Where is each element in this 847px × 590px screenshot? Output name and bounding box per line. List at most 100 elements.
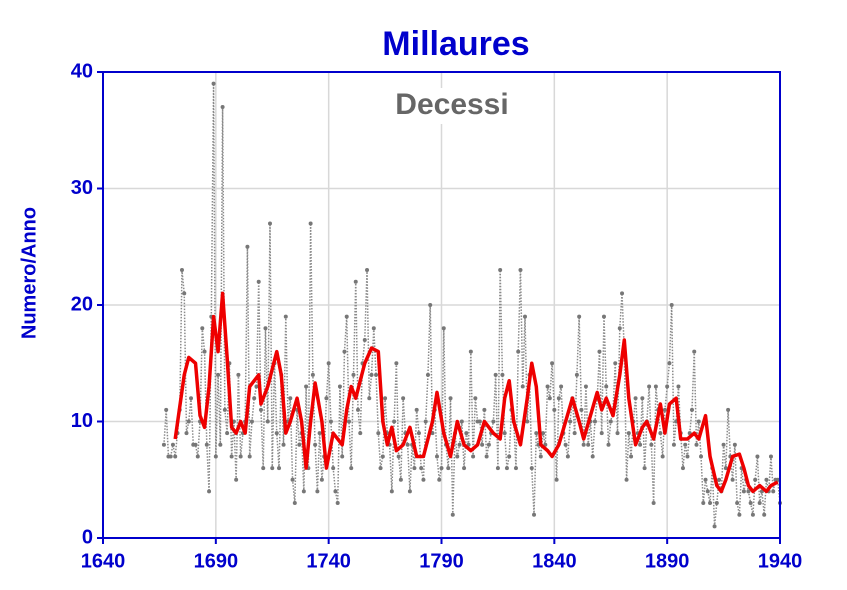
data-point — [362, 337, 367, 342]
data-point — [457, 442, 462, 447]
data-point — [667, 361, 672, 366]
data-point — [608, 419, 613, 424]
data-point — [277, 466, 282, 471]
data-point — [513, 466, 518, 471]
data-point — [274, 431, 279, 436]
data-point — [642, 466, 647, 471]
data-point — [301, 489, 306, 494]
data-point — [281, 442, 286, 447]
data-point — [486, 442, 491, 447]
data-point — [665, 384, 670, 389]
data-point — [416, 431, 421, 436]
data-point — [389, 489, 394, 494]
data-point — [405, 442, 410, 447]
data-point — [394, 361, 399, 366]
chart-title: Millaures — [382, 25, 529, 63]
data-point — [701, 501, 706, 506]
data-point — [292, 501, 297, 506]
data-point — [500, 372, 505, 377]
data-point — [401, 396, 406, 401]
data-point — [703, 477, 708, 482]
data-point — [534, 431, 539, 436]
data-point — [204, 442, 209, 447]
data-point — [328, 419, 333, 424]
annotation: Decessi — [395, 88, 508, 121]
data-point — [477, 419, 482, 424]
data-point — [741, 489, 746, 494]
data-point — [258, 407, 263, 412]
data-point — [721, 442, 726, 447]
data-point — [202, 349, 207, 354]
data-point — [753, 477, 758, 482]
data-point — [723, 466, 728, 471]
data-point — [319, 477, 324, 482]
data-point — [647, 384, 652, 389]
data-point — [263, 326, 268, 331]
data-point — [516, 349, 521, 354]
data-point — [446, 466, 451, 471]
data-point — [324, 396, 329, 401]
data-point — [326, 361, 331, 366]
data-point — [351, 372, 356, 377]
x-tick-label: 1640 — [81, 550, 126, 572]
data-point — [617, 326, 622, 331]
data-point — [735, 501, 740, 506]
y-axis-label: Numero/Anno — [18, 207, 40, 339]
y-tick-label: 40 — [71, 60, 93, 82]
data-point — [179, 268, 184, 273]
data-point — [247, 454, 252, 459]
data-point — [615, 431, 620, 436]
data-point — [714, 501, 719, 506]
x-tick-label: 1940 — [758, 550, 803, 572]
data-point — [541, 431, 546, 436]
data-point — [491, 419, 496, 424]
data-point — [507, 454, 512, 459]
data-point — [261, 466, 266, 471]
data-point — [581, 442, 586, 447]
data-point — [220, 104, 225, 109]
data-point — [349, 466, 354, 471]
data-point — [222, 407, 227, 412]
data-point — [423, 419, 428, 424]
data-point — [597, 349, 602, 354]
data-point — [552, 407, 557, 412]
data-point — [613, 361, 618, 366]
data-point — [529, 466, 534, 471]
data-point — [464, 431, 469, 436]
data-point — [353, 279, 358, 284]
data-point — [669, 303, 674, 307]
data-point — [313, 442, 318, 447]
data-point — [245, 244, 250, 249]
data-point — [186, 419, 191, 424]
data-point — [764, 477, 769, 482]
data-point — [173, 454, 178, 459]
data-point — [480, 442, 485, 447]
data-point — [161, 442, 166, 447]
data-point — [699, 454, 704, 459]
data-point — [604, 384, 609, 389]
data-point — [468, 349, 473, 354]
data-point — [683, 442, 688, 447]
y-tick-label: 10 — [71, 410, 93, 432]
data-point — [525, 419, 530, 424]
data-point — [550, 361, 555, 366]
data-point — [504, 466, 509, 471]
annotation-bg — [380, 88, 524, 124]
data-point — [290, 477, 295, 482]
data-point — [238, 454, 243, 459]
data-point — [620, 291, 625, 296]
data-point — [762, 512, 767, 517]
data-point — [437, 477, 442, 482]
data-point — [234, 477, 239, 482]
data-point — [696, 419, 701, 424]
plot-frame — [102, 71, 781, 539]
data-point — [333, 489, 338, 494]
data-point — [502, 431, 507, 436]
data-point — [421, 477, 426, 482]
data-point — [658, 431, 663, 436]
data-point — [583, 384, 588, 389]
data-point — [288, 396, 293, 401]
data-point — [193, 442, 198, 447]
data-point — [462, 466, 467, 471]
